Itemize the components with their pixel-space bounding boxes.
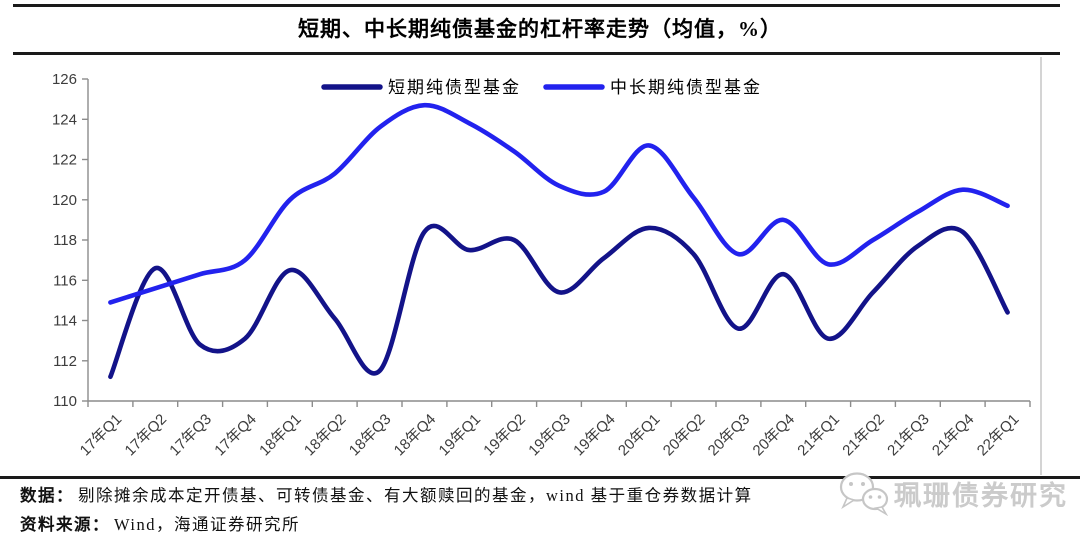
series-line-medium-long-term-bond-fund (108, 102, 1010, 305)
x-tick-label: 19年Q4 (570, 411, 619, 460)
chart-title: 短期、中长期纯债基金的杠杆率走势（均值，%） (298, 17, 782, 41)
watermark-text: 珮珊债券研究 (894, 480, 1068, 511)
x-tick-label: 20年Q3 (705, 411, 754, 460)
y-tick-label: 116 (53, 272, 77, 289)
footer-data-label: 数据： (20, 486, 74, 505)
footer-data-line: 数据： 剔除摊余成本定开债基、可转债基金、有大额赎回的基金，wind 基于重仓券数… (20, 481, 1060, 510)
y-tick-label: 126 (52, 71, 77, 88)
footer-source-line: 资料来源： Wind，海通证券研究所 (20, 510, 1060, 539)
x-tick-label: 21年Q1 (794, 411, 843, 460)
footer-notes: 数据： 剔除摊余成本定开债基、可转债基金、有大额赎回的基金，wind 基于重仓券数… (20, 481, 1060, 539)
leverage-line-chart: 11011211411611812012212412617年Q117年Q217年… (52, 57, 1042, 475)
x-tick-label: 20年Q4 (750, 411, 799, 460)
footer-source-text: Wind，海通证券研究所 (114, 515, 300, 534)
series-line-short-term-bond-fund (108, 223, 1010, 380)
y-tick-label: 112 (53, 353, 77, 370)
title-divider (13, 52, 1060, 55)
y-tick-label: 122 (52, 152, 77, 169)
wechat-icon (839, 472, 889, 516)
y-tick-label: 114 (53, 313, 77, 330)
x-tick-label: 20年Q1 (615, 411, 664, 460)
x-tick-label: 18年Q4 (391, 411, 440, 460)
x-tick-label: 18年Q2 (301, 411, 350, 460)
x-tick-label: 17年Q3 (166, 411, 215, 460)
x-tick-label: 19年Q2 (480, 411, 529, 460)
legend-label: 短期纯债型基金 (388, 78, 521, 97)
x-tick-label: 20年Q2 (660, 411, 709, 460)
top-divider (13, 4, 1060, 7)
y-tick-label: 118 (53, 232, 77, 249)
x-tick-label: 21年Q2 (839, 411, 888, 460)
x-tick-label: 21年Q3 (884, 411, 933, 460)
x-tick-label: 17年Q1 (77, 411, 126, 460)
legend-label: 中长期纯债型基金 (610, 78, 762, 97)
footer-source-label: 资料来源： (20, 515, 110, 534)
x-tick-label: 22年Q1 (974, 411, 1023, 460)
footer-data-text: 剔除摊余成本定开债基、可转债基金、有大额赎回的基金，wind 基于重仓券数据计算 (78, 486, 753, 505)
footer-divider (0, 476, 1080, 479)
x-tick-label: 17年Q4 (211, 411, 260, 460)
x-tick-label: 17年Q2 (122, 411, 171, 460)
y-tick-label: 124 (52, 111, 77, 128)
x-tick-label: 21年Q4 (929, 411, 978, 460)
x-tick-label: 19年Q1 (436, 411, 485, 460)
x-tick-label: 18年Q1 (256, 411, 305, 460)
watermark: 珮珊债券研究 (836, 470, 1068, 516)
y-tick-label: 110 (53, 393, 77, 410)
x-tick-label: 19年Q3 (525, 411, 574, 460)
y-tick-label: 120 (52, 192, 77, 209)
x-tick-label: 18年Q3 (346, 411, 395, 460)
